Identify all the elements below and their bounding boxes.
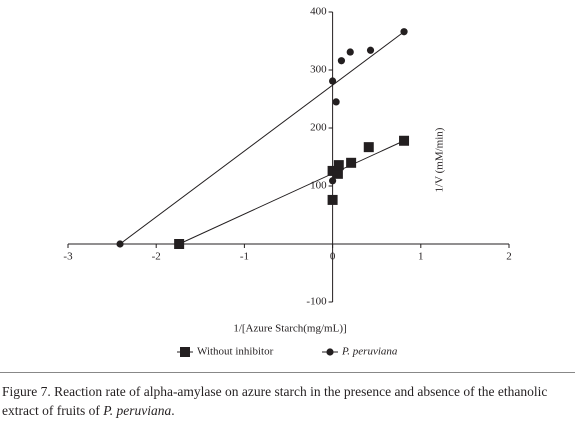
point [332,98,340,106]
caption-species: P. peruviana [103,403,172,418]
x-axis-label: 1/[Azure Starch(mg/mL)] [233,323,346,335]
point [174,239,185,249]
point [363,142,374,153]
chart: 1/[Azure Starch(mg/mL)] 1/V (mM/min) -3 -… [63,6,512,358]
x-tick-label: -2 [152,251,161,263]
trend-line [119,31,405,245]
legend-label: P. peruviana [341,346,398,358]
y-axis-label: 1/V (mM/min) [434,127,446,192]
y-tick-label: 400 [310,6,327,18]
point [346,48,354,56]
point [366,46,375,54]
point [337,57,346,65]
trend-line [178,140,405,245]
x-tick-label: 2 [506,251,512,263]
point [329,177,337,185]
caption-text: Figure 7. Reaction rate of alpha-amylase… [2,384,548,418]
x-tick-label: 0 [330,251,336,263]
point [346,157,357,168]
separator [0,372,575,373]
point [327,165,338,176]
x-tick-label: 1 [418,251,424,263]
point [400,28,408,36]
y-tick-label: 200 [310,122,327,134]
caption: Figure 7. Reaction rate of alpha-amylase… [2,382,570,420]
point [329,77,337,85]
y-tick-label: 100 [310,180,327,192]
x-tick-label: -3 [63,251,73,263]
point [327,194,338,205]
point [399,135,410,146]
caption-end: . [171,403,175,418]
point [333,160,344,171]
y-tick-label: -100 [306,296,327,308]
point [332,168,343,179]
x-tick-label: -1 [240,251,249,263]
legend-label: Without inhibitor [197,346,274,358]
y-tick-label: 300 [310,64,327,76]
point [116,240,124,248]
